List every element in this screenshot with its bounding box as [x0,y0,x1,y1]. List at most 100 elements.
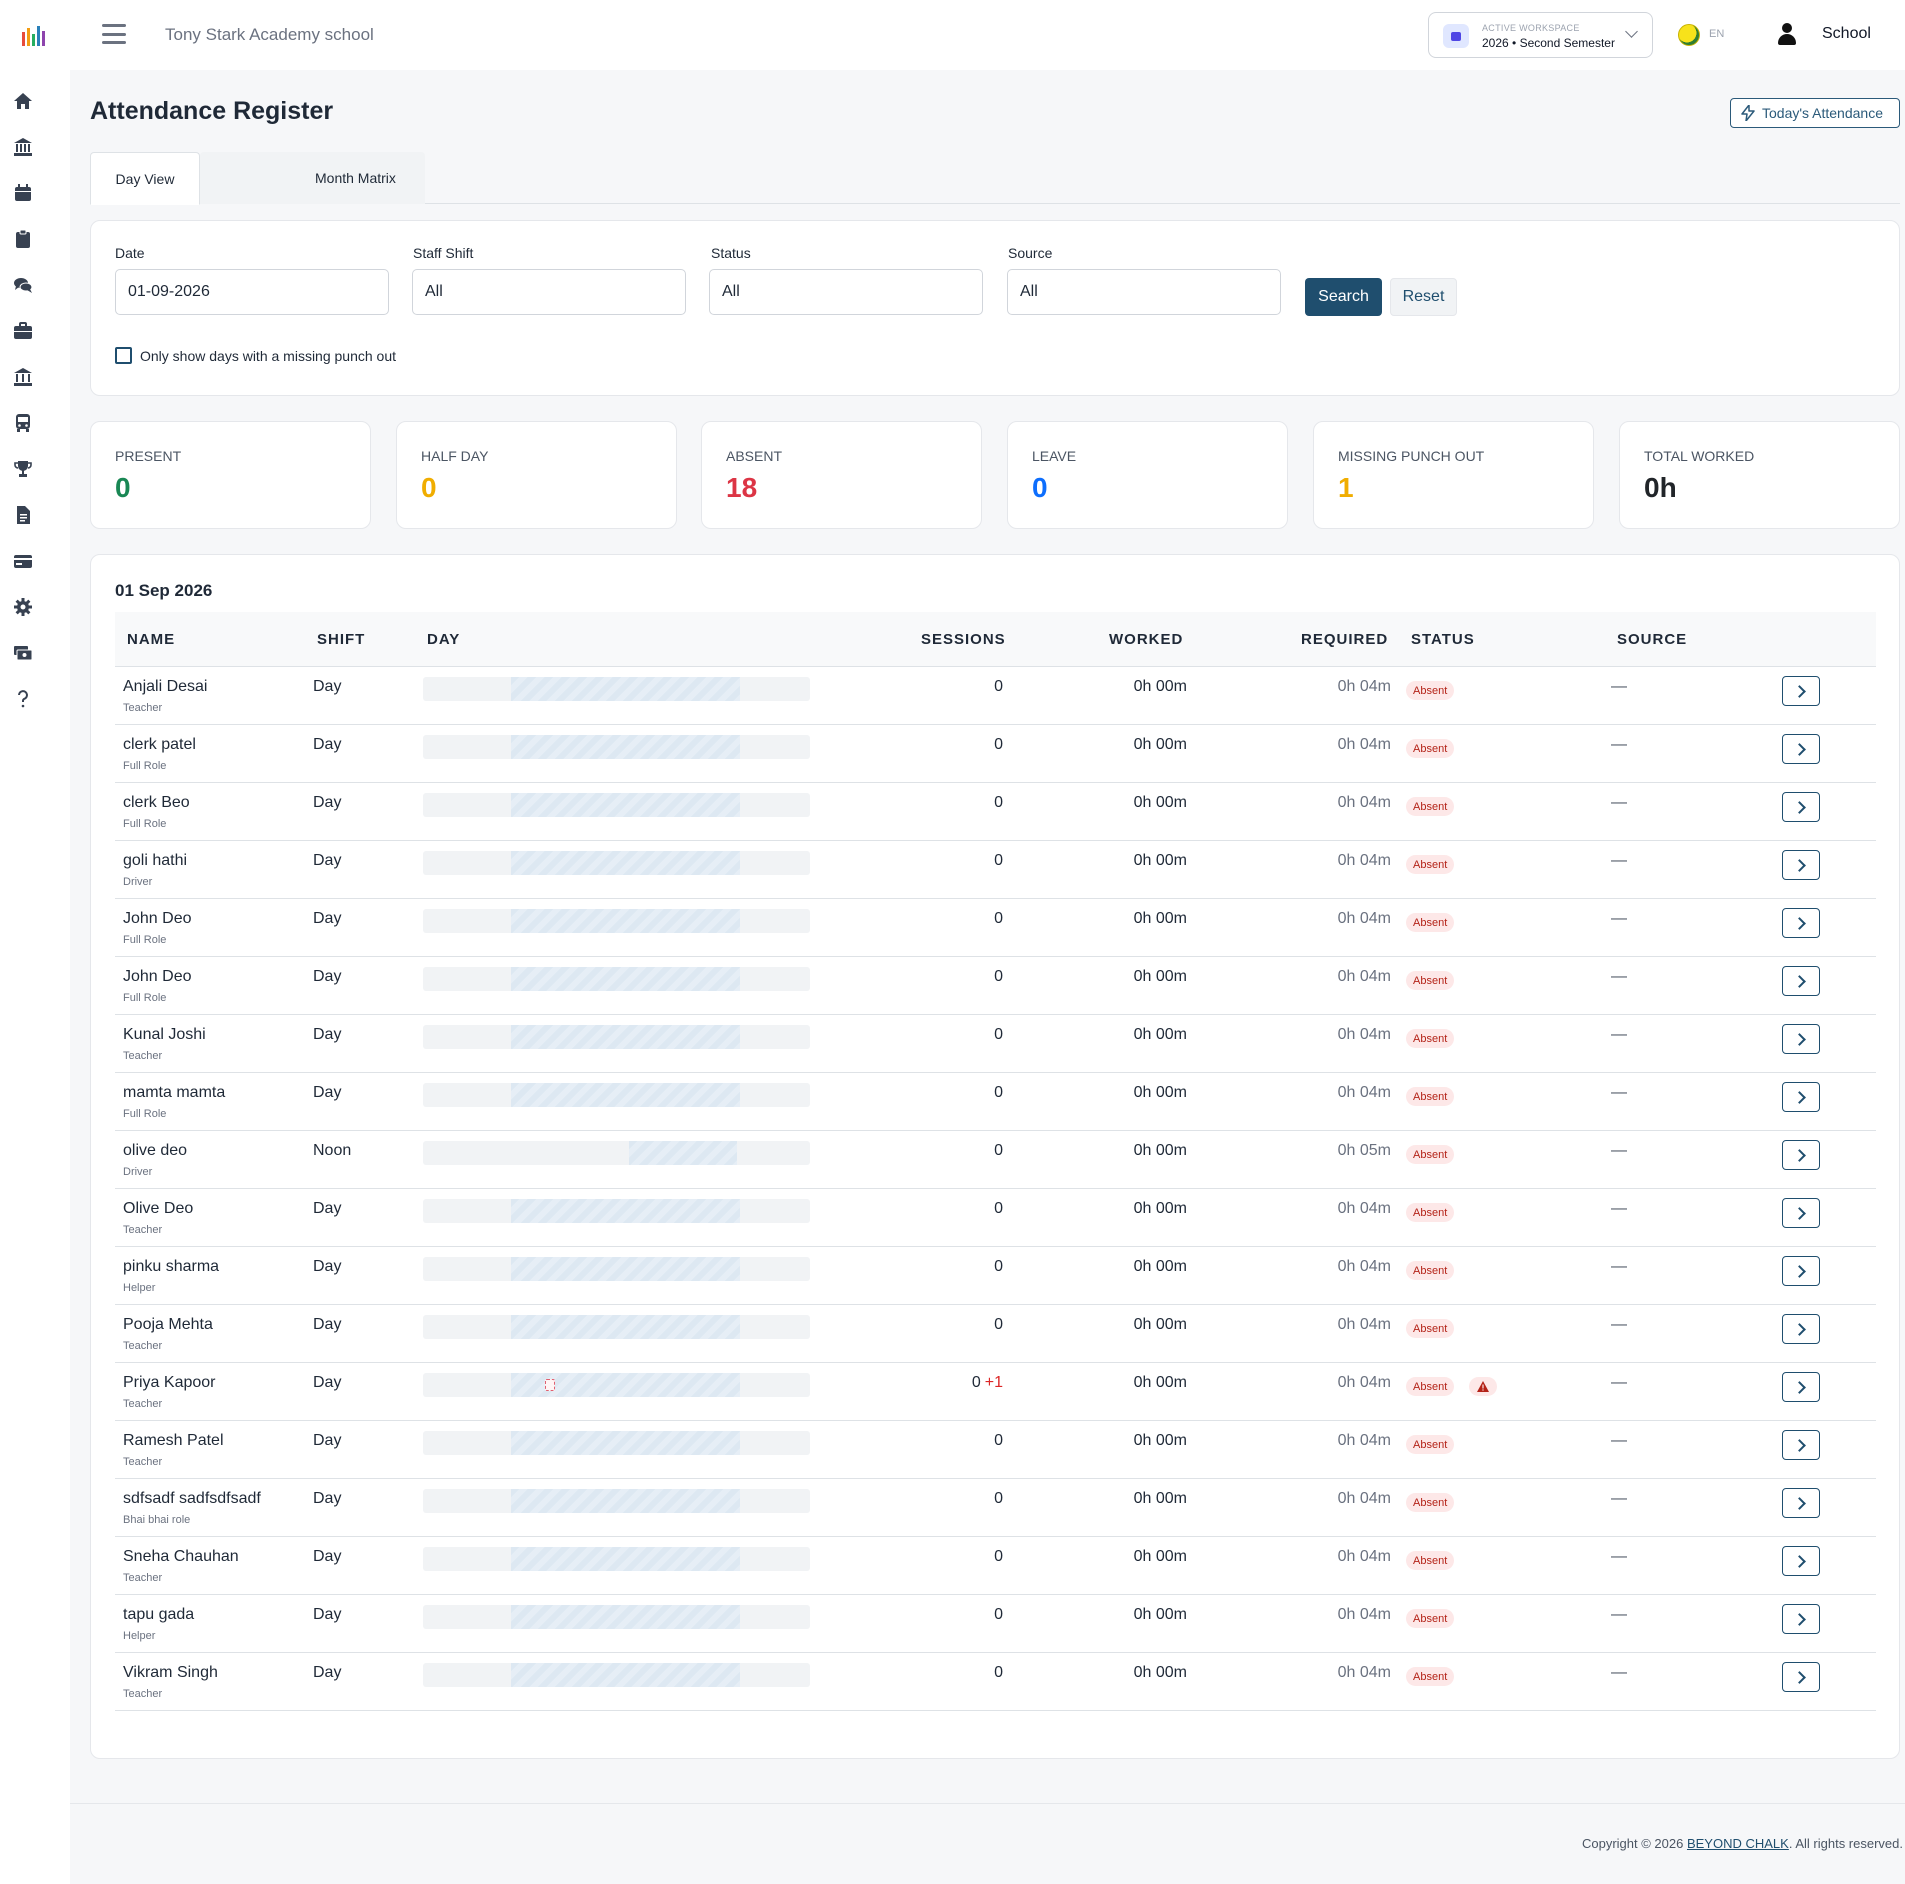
day-timeline [423,677,810,701]
view-details-button[interactable] [1782,1372,1820,1402]
chevron-right-icon [1792,974,1806,988]
clipboard-icon[interactable] [12,228,34,250]
briefcase-icon[interactable] [12,320,34,342]
trophy-icon[interactable] [12,458,34,480]
sessions-count: 0 [895,1316,1003,1334]
institution-icon[interactable] [12,136,34,158]
sessions-value: 0 [994,1258,1003,1275]
status-badge: Absent [1406,1493,1455,1512]
calendar-icon[interactable] [12,182,34,204]
chat-icon[interactable] [12,274,34,296]
chevron-right-icon [1792,1380,1806,1394]
required-time: 0h 05m [1337,1142,1391,1159]
shift-window [511,1083,740,1107]
view-details-button[interactable] [1782,1662,1820,1692]
view-details-button[interactable] [1782,1546,1820,1576]
source-value: — [1611,910,1627,927]
table-row: clerk patel Full Role Day 0 0h 00m 0h 04m Abse… [115,725,1876,783]
attendance-table-card: 01 Sep 2026 NAME SHIFT DAY SESSIONS WORK… [90,554,1900,1759]
sessions-value: 0 [994,1084,1003,1101]
home-icon[interactable] [12,90,34,112]
source-select[interactable]: All [1007,269,1281,315]
gear-icon[interactable] [12,596,34,618]
view-details-button[interactable] [1782,1488,1820,1518]
view-details-button[interactable] [1782,1604,1820,1634]
status-badge: Absent [1406,1377,1455,1396]
worked-time: 0h 00m [1133,1490,1187,1507]
required-time: 0h 04m [1337,794,1391,811]
tab-day-view[interactable]: Day View [90,152,200,205]
view-details-button[interactable] [1782,1314,1820,1344]
source-value: — [1611,1142,1627,1159]
source-value: — [1611,1200,1627,1217]
day-timeline [423,1199,810,1223]
day-timeline [423,967,810,991]
card-icon[interactable] [12,550,34,572]
calendar-icon [1443,24,1469,48]
missing-punch-checkbox[interactable] [115,347,132,364]
view-details-button[interactable] [1782,1082,1820,1112]
shift-window [511,1663,740,1687]
workspace-selector[interactable]: ACTIVE WORKSPACE 2026 • Second Semester [1428,12,1653,58]
beyond-chalk-link[interactable]: BEYOND CHALK [1686,1836,1789,1851]
stat-value: 0 [1032,472,1048,503]
view-details-button[interactable] [1782,1430,1820,1460]
staff-name: Pooja Mehta [123,1316,213,1333]
view-details-button[interactable] [1782,1140,1820,1170]
todays-attendance-button[interactable]: Today's Attendance [1730,98,1900,128]
search-button[interactable]: Search [1305,278,1382,316]
page-title: Attendance Register [90,97,334,125]
view-details-button[interactable] [1782,734,1820,764]
staff-shift-select[interactable]: All [412,269,686,315]
bank-icon[interactable] [12,366,34,388]
stat-label: HALF DAY [421,448,489,464]
source-value: — [1611,794,1627,811]
document-icon[interactable] [12,504,34,526]
staff-name: Vikram Singh [123,1664,218,1681]
view-details-button[interactable] [1782,850,1820,880]
missing-punch-label[interactable]: Only show days with a missing punch out [140,348,397,364]
tab-month-matrix[interactable]: Month Matrix [200,152,425,204]
user-menu[interactable]: School [1822,25,1871,42]
date-field[interactable]: 01-09-2026 [115,269,389,315]
reset-button[interactable]: Reset [1390,278,1457,316]
menu-toggle-icon[interactable] [102,24,126,44]
column-header-sessions: SESSIONS [921,631,1006,648]
workspace-value: 2026 • Second Semester [1482,36,1615,50]
chevron-right-icon [1792,684,1806,698]
shift-window [511,677,740,701]
language-code[interactable]: EN [1709,28,1725,40]
money-icon[interactable] [12,642,34,664]
view-details-button[interactable] [1782,676,1820,706]
source-value: — [1611,1316,1627,1333]
day-timeline [423,851,810,875]
view-details-button[interactable] [1782,908,1820,938]
staff-name: John Deo [123,968,192,985]
view-details-button[interactable] [1782,1256,1820,1286]
status-select[interactable]: All [709,269,983,315]
app-logo[interactable] [22,24,46,46]
staff-shift: Day [313,1258,342,1275]
help-icon[interactable] [12,688,34,710]
source-value: — [1611,852,1627,869]
table-row: sdfsadf sadfsdfsadf Bhai bhai role Day 0 0h … [115,1479,1876,1537]
staff-role: Helper [123,1282,156,1294]
column-header-status: STATUS [1411,631,1475,648]
sessions-value: 0 [994,678,1003,695]
staff-shift: Day [313,1490,342,1507]
user-icon[interactable] [1777,22,1797,46]
worked-time: 0h 00m [1133,1664,1187,1681]
staff-shift: Noon [313,1142,352,1159]
staff-role: Full Role [123,760,167,772]
language-flag-icon[interactable] [1678,24,1700,46]
staff-role: Teacher [123,702,163,714]
staff-name: tapu gada [123,1606,195,1623]
view-details-button[interactable] [1782,1024,1820,1054]
view-details-button[interactable] [1782,966,1820,996]
staff-shift: Day [313,1026,342,1043]
worked-time: 0h 00m [1133,852,1187,869]
bus-icon[interactable] [12,412,34,434]
sessions-count: 0 [895,1664,1003,1682]
view-details-button[interactable] [1782,1198,1820,1228]
view-details-button[interactable] [1782,792,1820,822]
